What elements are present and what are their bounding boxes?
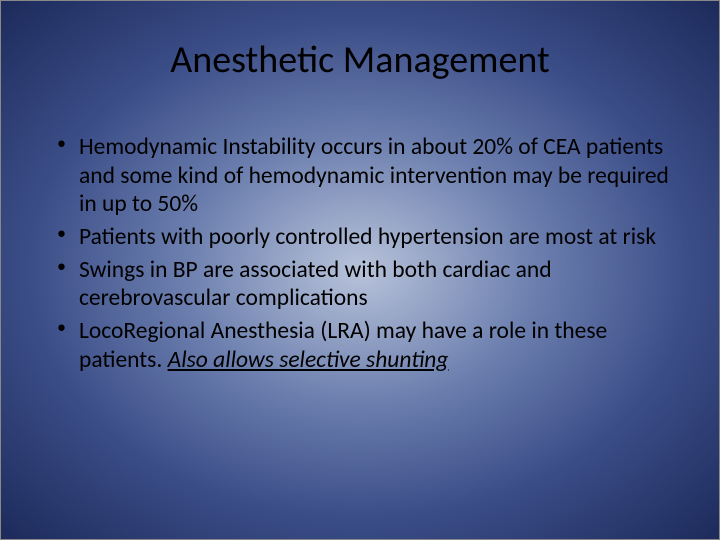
bullet-list: Hemodynamic Instability occurs in about … <box>51 133 669 374</box>
list-item: Hemodynamic Instability occurs in about … <box>51 133 669 219</box>
list-item: LocoRegional Anesthesia (LRA) may have a… <box>51 317 669 374</box>
slide-title: Anesthetic Management <box>51 37 669 83</box>
bullet-text: Patients with poorly controlled hyperten… <box>79 223 656 251</box>
bullet-text: Swings in BP are associated with both ca… <box>79 256 552 313</box>
list-item: Swings in BP are associated with both ca… <box>51 256 669 313</box>
list-item: Patients with poorly controlled hyperten… <box>51 223 669 252</box>
bullet-text: Hemodynamic Instability occurs in about … <box>79 133 669 218</box>
slide: Anesthetic Management Hemodynamic Instab… <box>1 1 719 539</box>
bullet-emphasis: Also allows selective shunting <box>168 346 449 374</box>
